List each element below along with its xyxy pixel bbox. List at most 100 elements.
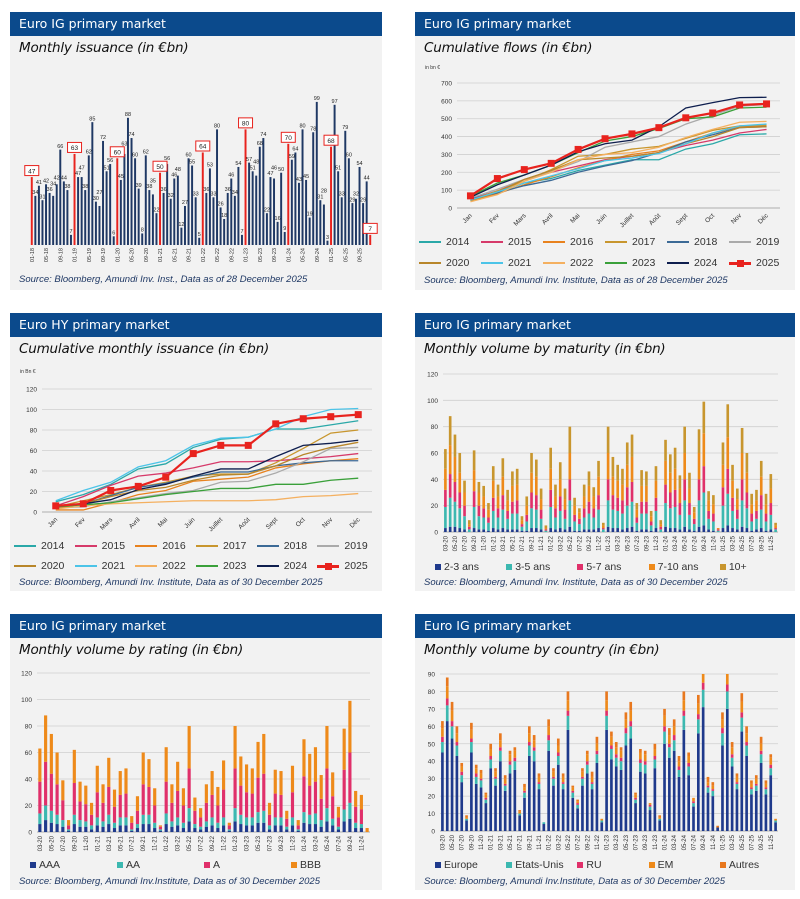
x-tick-label: 09-25 — [759, 535, 765, 551]
bar-segment-A — [262, 773, 266, 811]
x-tick-label: Nov — [730, 212, 744, 226]
bar-segment-10- — [740, 427, 744, 453]
data-label: 7 — [69, 229, 72, 235]
x-tick-label: 07-21 — [130, 835, 136, 851]
bar-segment-7-10-ans — [530, 472, 533, 493]
bar-segment-Etats-Unis — [721, 733, 724, 746]
x-tick-label: 01-20 — [115, 248, 121, 262]
bar-segment-A — [153, 805, 157, 823]
bar-segment-10- — [697, 429, 701, 453]
bar-segment-2-3-ans — [587, 529, 591, 532]
x-tick-label: 09-25 — [358, 248, 364, 262]
bar-segment-Etats-Unis — [470, 742, 473, 753]
x-tick-label: 11-21 — [153, 835, 159, 851]
bar-segment-Etats-Unis — [566, 715, 570, 730]
bar-segment-5-7-ans — [582, 508, 586, 518]
bar-segment-RU — [750, 787, 753, 790]
bar-segment-7-10-ans — [587, 485, 591, 502]
bar-segment-RU — [764, 787, 768, 790]
bar-segment-BBB — [302, 739, 306, 777]
legend-item: 2017 — [196, 540, 257, 552]
bar-segment-BBB — [227, 822, 231, 826]
bar-segment-5-7-ans — [468, 526, 471, 530]
bar-segment-RU — [499, 747, 502, 751]
bar-segment-A — [66, 825, 71, 830]
bar-segment-5-7-ans — [750, 513, 753, 522]
bar-segment-Europe — [571, 797, 575, 831]
bar-segment-3-5-ans — [578, 524, 581, 531]
series-line-2022 — [55, 492, 359, 510]
legend-row: 2020 2021 2022 2023 2024 2025 — [419, 257, 791, 269]
data-label: 3 — [326, 235, 329, 241]
panel-header: Euro IG primary market — [415, 12, 795, 36]
bar-segment-5-7-ans — [539, 509, 543, 519]
data-label: 62 — [86, 150, 92, 156]
bar-segment-Europe — [585, 773, 589, 831]
bar-segment-BBB — [262, 733, 266, 774]
bar-segment-3-5-ans — [702, 492, 706, 526]
bar-segment-Etats-Unis — [561, 783, 565, 790]
bar-segment-Europe — [556, 764, 560, 831]
bar-segment-7-10-ans — [635, 509, 639, 518]
legend-item: 2019 — [317, 540, 378, 552]
bar-segment-3-5-ans — [477, 516, 481, 530]
bar-segment-Etats-Unis — [759, 754, 763, 763]
bar-segment-7-10-ans — [630, 456, 634, 482]
y-tick-label: 0 — [431, 829, 435, 836]
bar-segment-10- — [554, 484, 557, 497]
bar — [265, 213, 268, 245]
bar-segment-AAA — [66, 830, 71, 832]
bar-segment-EM — [629, 710, 633, 722]
bar-segment-2-3-ans — [444, 528, 447, 532]
bar-segment-Europe — [697, 733, 700, 831]
bar-segment-EM — [730, 747, 734, 755]
bar-segment-A — [124, 793, 128, 818]
bar-segment-5-7-ans — [453, 481, 457, 502]
bar-segment-7-10-ans — [515, 484, 519, 501]
bar-segment-7-10-ans — [707, 500, 710, 511]
bar-segment-A — [55, 784, 59, 815]
bar-segment-10- — [712, 495, 715, 505]
bar — [233, 195, 236, 245]
data-label: 45 — [303, 174, 309, 180]
bar-segment-2-3-ans — [506, 529, 509, 532]
bar-segment-5-7-ans — [721, 487, 725, 506]
y-tick-label: 40 — [431, 477, 439, 484]
bar-segment-5-7-ans — [669, 492, 672, 509]
bar-segment-Etats-Unis — [494, 778, 497, 786]
bar-segment-BBB — [187, 726, 191, 769]
bar-segment-Etats-Unis — [687, 766, 690, 776]
bar-segment-Autres — [518, 810, 521, 812]
bar-segment-Autres — [663, 708, 666, 716]
bar-segment-EM — [634, 794, 637, 798]
bar — [237, 166, 240, 245]
bar-segment-A — [78, 801, 82, 821]
bar-segment-Etats-Unis — [523, 792, 526, 798]
bar-segment-3-5-ans — [558, 510, 562, 529]
bar-segment-EM — [643, 754, 647, 762]
y-axis-unit: in Bn € — [20, 369, 36, 375]
bar-segment-Etats-Unis — [600, 820, 604, 823]
bar-segment-Europe — [730, 766, 734, 831]
bar-segment-RU — [697, 714, 700, 720]
bar-segment-3-5-ans — [731, 510, 734, 529]
bar — [169, 198, 172, 245]
bar-segment-2-3-ans — [539, 529, 543, 532]
bar-segment-RU — [692, 801, 695, 804]
bar-segment-5-7-ans — [520, 524, 524, 527]
bar-segment-7-10-ans — [506, 500, 509, 511]
bar-segment-BBB — [233, 726, 237, 769]
bar — [30, 177, 33, 245]
data-label: 60 — [114, 149, 122, 156]
data-label: 80 — [299, 124, 305, 130]
legend-item: 2017 — [605, 236, 667, 248]
data-label: 79 — [342, 125, 348, 131]
x-tick-label: 09-20 — [72, 835, 78, 851]
x-tick-label: 11-21 — [539, 535, 545, 551]
bar-segment-EM — [711, 785, 715, 790]
y-tick-label: 70 — [428, 706, 436, 713]
bar-segment-2-3-ans — [721, 528, 725, 532]
bar-segment-BBB — [331, 772, 335, 797]
bar-segment-2-3-ans — [731, 528, 734, 532]
bar — [191, 165, 194, 245]
